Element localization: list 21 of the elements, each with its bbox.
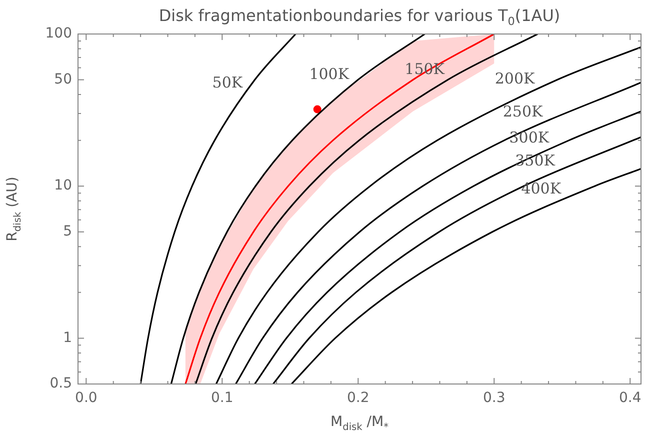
series-label: 50K [212, 74, 244, 92]
series-label: 400K [521, 180, 562, 198]
series-label: 250K [502, 102, 544, 121]
y-tick-label: 1 [63, 330, 72, 346]
series-label: 100K [309, 65, 350, 84]
line-series [140, 34, 296, 384]
x-axis-title: M$_{disk}$ /M$_{*}$ [330, 414, 390, 433]
series-label: 200K [494, 70, 536, 88]
chart-title: Disk fragmentationboundaries for various T$_{0}$(1AU) [158, 6, 562, 28]
y-tick-label: 5 [63, 224, 72, 240]
x-tick-label: 0.2 [347, 390, 370, 406]
line-series [290, 168, 641, 384]
y-tick-label: 100 [45, 26, 72, 42]
y-tick-label: 10 [54, 178, 72, 194]
x-tick-label: 0.1 [211, 390, 234, 406]
x-tick-label: 0.3 [483, 390, 506, 406]
x-tick-label: 0.0 [75, 390, 98, 406]
y-tick-label: 50 [54, 71, 72, 88]
series-label: 300K [509, 128, 550, 146]
y-tick-label: 0.5 [50, 376, 72, 392]
x-tick-label: 0.4 [618, 390, 642, 406]
